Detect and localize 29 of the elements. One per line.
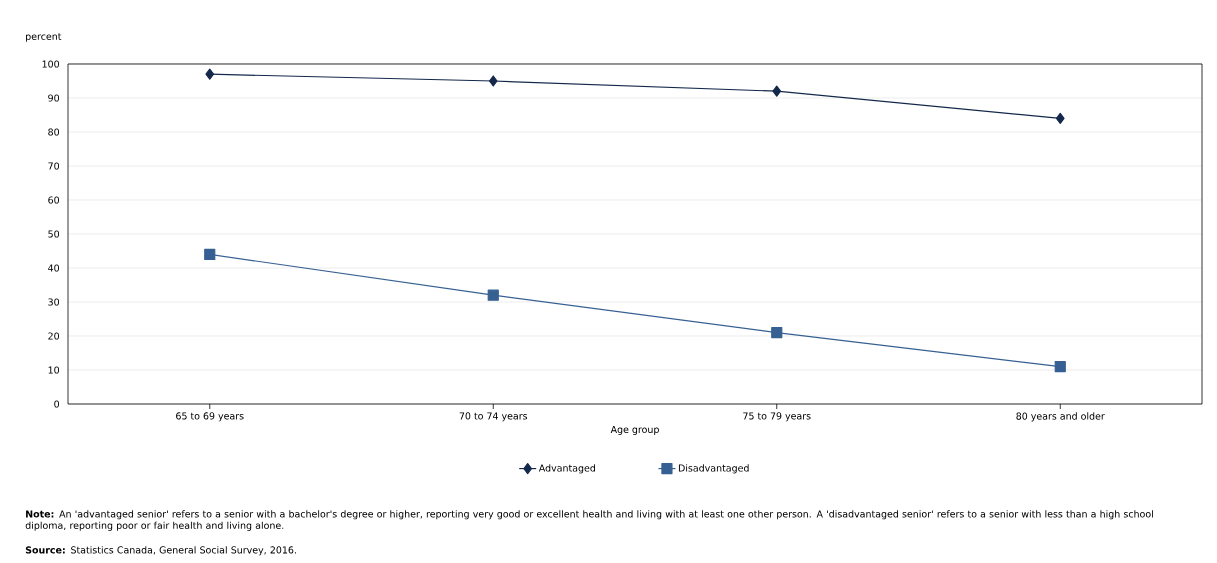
legend-label: Disadvantaged	[678, 464, 749, 474]
text: Note: An 'advantaged senior' refers to a senior with a bachelor's degree or higher, reporting very good or excellent health and living with at least one other person. A 'disadvantaged senior' refers to a senior with less than a high school diploma, reporting poor or fair health and living alone.	[25, 510, 1153, 531]
y-tick-label: 80	[48, 128, 60, 136]
y-tick-label: 70	[48, 162, 60, 170]
y-axis-title: percent	[26, 33, 62, 42]
point	[772, 85, 782, 97]
y-tick-label: 30	[48, 298, 60, 306]
x-tick-label: 65 to 69 years	[176, 412, 244, 422]
point	[487, 289, 499, 301]
x-axis-title: Age group	[610, 426, 659, 435]
point	[771, 327, 783, 339]
y-tick-label: 10	[48, 366, 60, 374]
point	[204, 248, 216, 260]
point	[205, 68, 215, 80]
legend-label: Advantaged	[538, 464, 595, 474]
y-tick-label: 50	[48, 230, 60, 238]
point	[488, 75, 498, 87]
x-tick-label: 80 years and older	[1016, 412, 1105, 422]
text: Source: Statistics Canada, General Social Survey, 2016.	[25, 546, 296, 556]
y-tick-label: 60	[48, 196, 60, 204]
y-tick-label: 40	[48, 264, 60, 272]
y-tick-label: 20	[48, 332, 60, 340]
x-tick-label: 70 to 74 years	[459, 412, 528, 422]
y-tick-label: 100	[42, 60, 60, 68]
y-tick-label: 90	[48, 94, 60, 102]
x-tick-label: 75 to 79 years	[743, 412, 811, 422]
point	[1054, 361, 1066, 373]
point	[1055, 112, 1065, 124]
y-tick-label: 0	[54, 400, 60, 408]
